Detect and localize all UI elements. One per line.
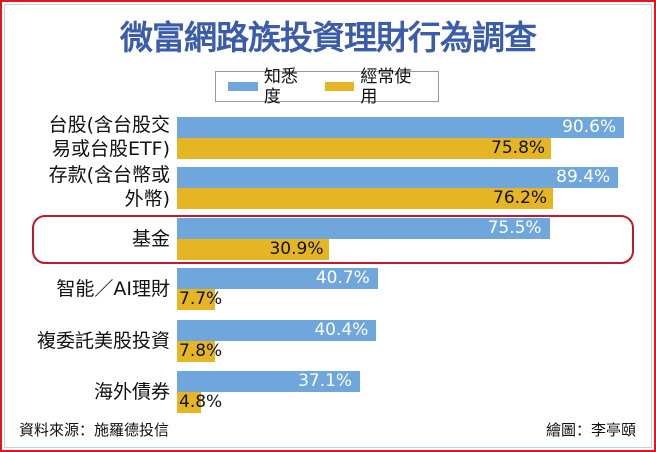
graphic-credit: 繪圖：李亭頤: [545, 421, 636, 439]
bar-value-awareness: 89.4%: [556, 167, 611, 187]
legend-label-usage: 經常使用: [360, 66, 412, 107]
bar-awareness: 75.5%: [177, 218, 550, 239]
highlight-box-fund: [32, 215, 634, 264]
bar-value-awareness: 40.7%: [315, 268, 370, 288]
bar-awareness: 89.4%: [177, 167, 619, 188]
legend: 知悉度 經常使用: [215, 67, 439, 107]
legend-swatch-awareness: [228, 82, 258, 91]
bar-value-usage: 7.7%: [179, 289, 223, 309]
category-label: 基金: [131, 228, 170, 250]
bar-value-awareness: 40.4%: [314, 320, 369, 340]
bar-usage: 7.7%: [177, 289, 222, 310]
bar-value-awareness: 37.1%: [298, 371, 353, 391]
chart-title: 微富網路族投資理財行為調查: [120, 18, 537, 57]
category-label: 海外債券: [93, 381, 170, 403]
bar-value-usage: 7.8%: [179, 341, 223, 361]
legend-label-awareness: 知悉度: [263, 66, 298, 107]
bar-value-usage: 30.9%: [269, 239, 324, 259]
category-label: 台股(含台股交 易或台股ETF): [49, 113, 170, 161]
bar-usage: 7.8%: [177, 341, 222, 362]
bar-value-usage: 4.8%: [179, 392, 223, 412]
category-label: 存款(含台幣或 外幣): [49, 163, 170, 211]
category-label: 複委託美股投資: [36, 330, 170, 352]
bar-awareness: 90.6%: [177, 117, 625, 138]
category-label: 智能／AI理財: [56, 278, 170, 300]
bar-awareness: 37.1%: [177, 371, 361, 392]
bar-value-awareness: 75.5%: [487, 218, 542, 238]
inner-frame: [4, 4, 652, 448]
legend-item-usage: 經常使用: [324, 66, 428, 107]
bar-usage: 76.2%: [177, 188, 554, 209]
category-label-line2: 外幣): [124, 188, 170, 210]
bar-usage: 75.8%: [177, 138, 552, 159]
bar-usage: 4.8%: [177, 392, 222, 413]
bar-value-awareness: 90.6%: [562, 117, 617, 137]
category-label-line1: 台股(含台股交: [48, 114, 170, 136]
legend-item-awareness: 知悉度: [228, 67, 315, 107]
category-label-line2: 易或台股ETF): [52, 138, 170, 160]
bar-usage: 30.9%: [177, 239, 330, 260]
legend-swatch-usage: [324, 82, 355, 91]
bar-value-usage: 76.2%: [493, 188, 548, 208]
bar-awareness: 40.7%: [177, 268, 378, 289]
source-note: 資料來源：施羅德投信: [19, 421, 170, 439]
bar-awareness: 40.4%: [177, 320, 377, 341]
bar-value-usage: 75.8%: [491, 138, 546, 158]
category-label-line1: 存款(含台幣或: [48, 164, 170, 186]
